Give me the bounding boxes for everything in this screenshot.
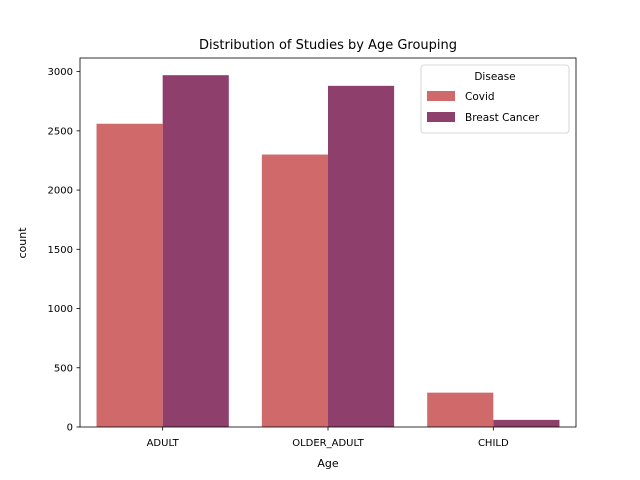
legend-label-covid: Covid <box>465 91 495 103</box>
x-axis-label: Age <box>317 457 339 470</box>
x-tick-label: ADULT <box>147 438 180 449</box>
bar-covid-adult <box>96 123 163 428</box>
legend: Disease Covid Breast Cancer <box>420 64 570 134</box>
legend-swatch-breast-cancer <box>427 112 455 122</box>
bar-breast-cancer-child <box>493 419 560 427</box>
legend-label-breast-cancer: Breast Cancer <box>465 112 540 124</box>
legend-swatch-covid <box>427 91 455 101</box>
x-axis: ADULT OLDER_ADULT CHILD <box>147 427 509 449</box>
y-tick-label: 2000 <box>48 186 73 197</box>
legend-title: Disease <box>474 71 515 83</box>
x-tick-label: CHILD <box>478 438 509 449</box>
y-tick-label: 1000 <box>48 304 73 315</box>
bar-covid-older-adult <box>261 154 328 428</box>
y-axis-label: count <box>16 227 29 259</box>
y-tick-label: 2500 <box>48 126 73 137</box>
y-tick-label: 1500 <box>48 245 73 256</box>
legend-box <box>420 64 570 134</box>
bars-group <box>96 75 560 428</box>
x-tick-label: OLDER_ADULT <box>292 438 364 449</box>
y-tick-label: 0 <box>67 423 73 434</box>
y-tick-label: 3000 <box>48 67 73 78</box>
y-axis: 0 500 1000 1500 2000 2500 3000 <box>48 67 80 434</box>
y-tick-label: 500 <box>54 363 73 374</box>
chart-title: Distribution of Studies by Age Grouping <box>199 38 457 53</box>
bar-breast-cancer-older-adult <box>328 85 395 427</box>
bar-breast-cancer-adult <box>162 75 229 428</box>
bar-covid-child <box>427 392 494 427</box>
